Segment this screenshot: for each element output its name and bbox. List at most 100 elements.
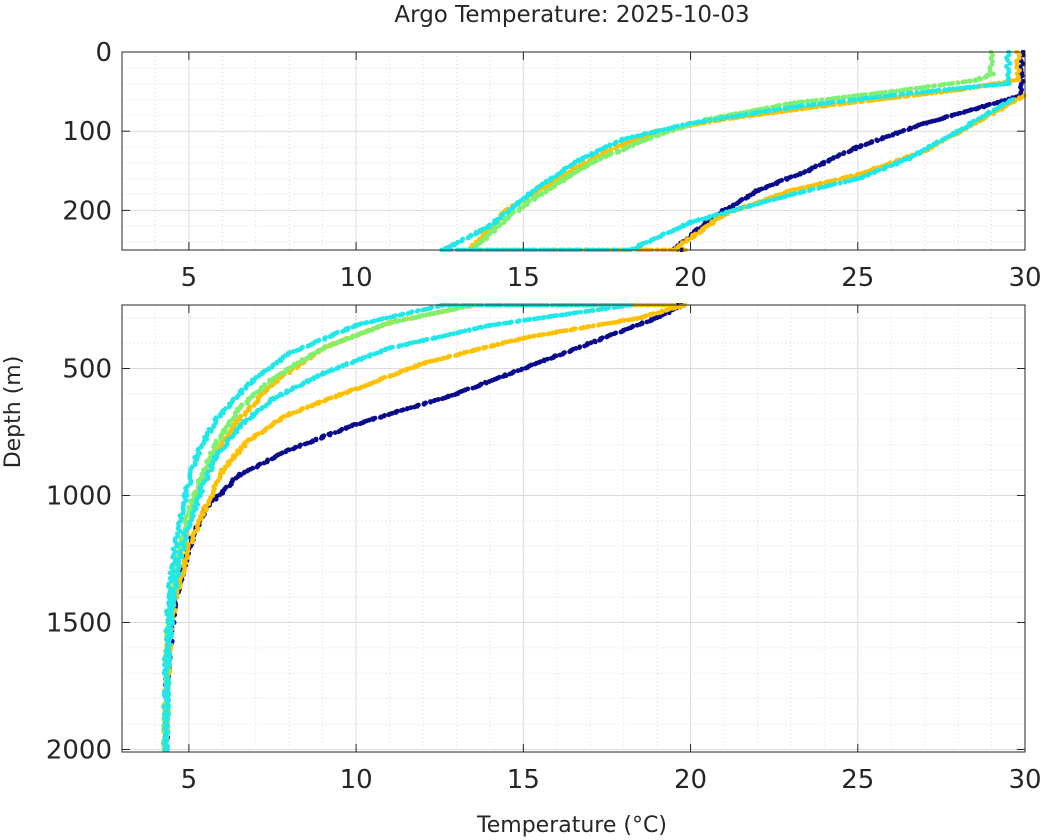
data-point (350, 324, 356, 330)
data-point (486, 323, 492, 329)
data-point (285, 413, 291, 418)
data-point (907, 156, 913, 162)
y-tick-label: 0 (95, 38, 112, 68)
data-point (774, 181, 780, 187)
data-point (697, 230, 703, 236)
data-point (562, 178, 567, 183)
data-point (898, 92, 904, 98)
data-point (311, 376, 317, 382)
data-point (163, 628, 169, 634)
data-point (344, 390, 350, 396)
data-point (954, 86, 960, 91)
data-point (745, 204, 751, 210)
data-point (648, 130, 653, 136)
data-point (491, 221, 497, 226)
data-point (327, 432, 333, 438)
data-point (583, 309, 588, 315)
data-point (771, 107, 777, 113)
data-point (322, 398, 327, 404)
data-point (558, 312, 564, 318)
data-point (333, 394, 339, 400)
lower-panel: 5 10 15 20 25 30 500 1000 1500 2000 (46, 303, 1042, 795)
data-point (894, 161, 900, 167)
data-point (670, 305, 676, 311)
data-point (684, 239, 689, 244)
data-point (452, 242, 457, 248)
data-point (924, 89, 930, 95)
data-point (895, 131, 900, 137)
data-point (577, 158, 582, 164)
data-point (439, 303, 445, 308)
data-point (234, 395, 240, 400)
data-point (367, 354, 373, 359)
data-point (955, 80, 961, 86)
data-point (931, 142, 936, 148)
data-point (817, 101, 823, 107)
data-point (594, 150, 599, 155)
data-point (825, 96, 830, 102)
data-point (332, 430, 338, 435)
data-point (305, 343, 311, 349)
data-point (319, 372, 324, 377)
data-point (206, 501, 212, 507)
data-point (597, 157, 603, 162)
data-point (975, 117, 981, 123)
data-point (384, 315, 390, 321)
data-point (663, 307, 669, 313)
data-point (167, 662, 172, 668)
data-point (267, 380, 272, 386)
data-point (930, 83, 936, 89)
data-point (971, 84, 977, 90)
data-point (553, 174, 559, 179)
data-point (173, 569, 179, 575)
data-point (386, 412, 392, 418)
data-point (328, 343, 333, 349)
data-point (763, 185, 768, 191)
data-point (797, 190, 803, 196)
data-point (680, 123, 685, 128)
data-point (407, 365, 413, 371)
data-point (911, 124, 917, 130)
data-point (913, 86, 919, 91)
data-point (937, 83, 943, 88)
data-point (370, 417, 376, 422)
data-point (853, 146, 859, 152)
data-point (531, 316, 537, 322)
data-point (322, 336, 327, 342)
data-point (666, 126, 671, 132)
data-point (869, 95, 875, 101)
data-point (597, 337, 602, 343)
data-point (549, 355, 554, 361)
data-point (472, 326, 478, 332)
data-point (790, 105, 795, 110)
data-point (607, 143, 613, 149)
data-point (495, 342, 501, 348)
data-point (749, 111, 754, 117)
data-point (863, 142, 869, 148)
data-point (809, 102, 815, 108)
data-point (961, 110, 967, 115)
data-point (946, 87, 952, 92)
data-point (603, 306, 608, 312)
data-point (211, 448, 217, 454)
data-point (784, 177, 790, 182)
data-point (465, 235, 471, 241)
data-point (393, 410, 399, 415)
data-point (454, 330, 460, 336)
data-point (700, 216, 705, 222)
data-point (816, 185, 822, 191)
data-point (548, 186, 553, 192)
data-point (261, 460, 267, 466)
x-tick-label: 15 (507, 765, 540, 795)
data-point (738, 206, 744, 212)
data-point (388, 315, 393, 320)
data-point (334, 366, 339, 372)
data-point (218, 437, 224, 442)
data-point (174, 584, 180, 590)
data-point (603, 154, 609, 160)
data-point (1017, 96, 1023, 102)
data-point (633, 245, 639, 251)
data-point (872, 170, 877, 176)
axes-frame (121, 304, 1026, 753)
